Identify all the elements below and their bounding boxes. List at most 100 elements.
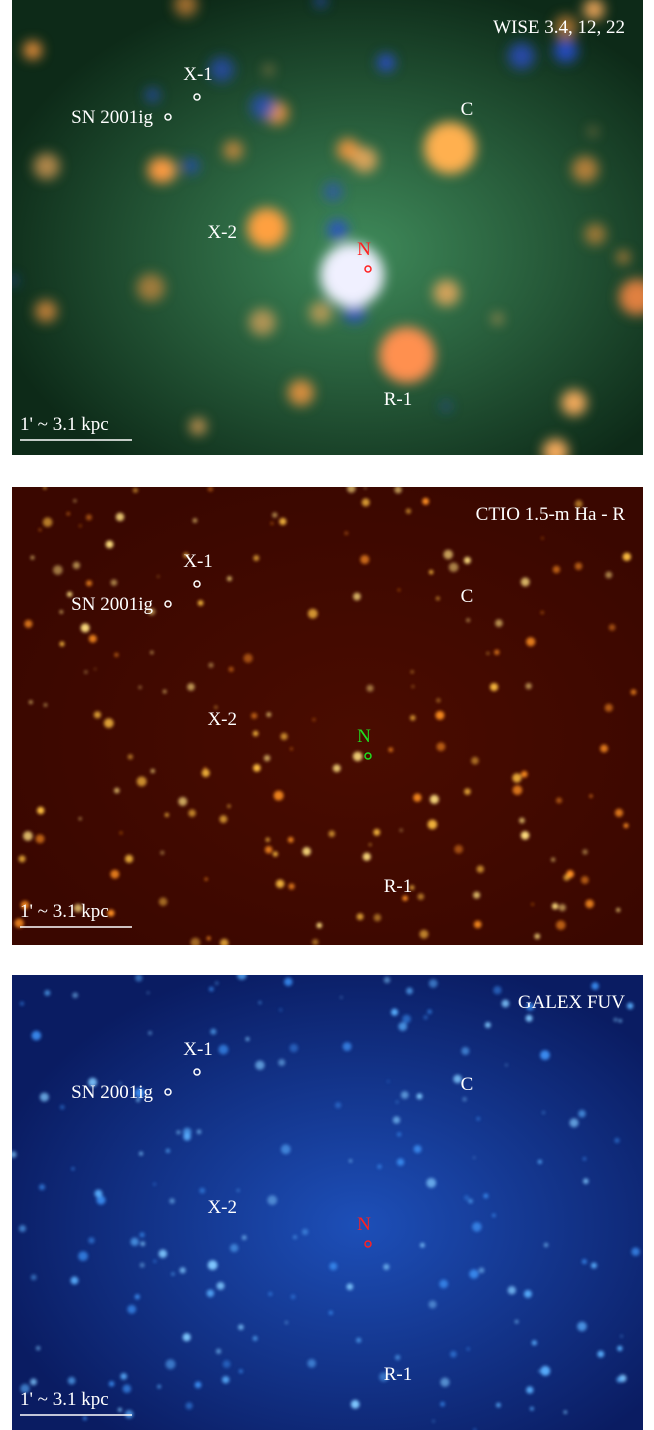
source: [67, 1376, 76, 1385]
region-label: SN 2001ig: [71, 1082, 153, 1103]
source: [581, 1259, 587, 1265]
source: [552, 565, 561, 574]
source: [332, 764, 341, 773]
source: [218, 1044, 229, 1055]
source: [179, 1267, 186, 1274]
source: [574, 562, 583, 570]
sources: [12, 975, 640, 1430]
source: [139, 1262, 145, 1268]
source: [36, 806, 45, 815]
bright-source: [424, 122, 476, 174]
source: [525, 1014, 533, 1022]
source: [563, 874, 570, 881]
source: [613, 1017, 618, 1022]
source: [248, 308, 276, 336]
source: [73, 903, 83, 913]
source: [273, 790, 284, 801]
source: [251, 712, 258, 719]
region-label: X-2: [207, 222, 237, 243]
source: [316, 922, 323, 929]
source: [439, 1279, 449, 1289]
source: [450, 1350, 457, 1358]
source: [182, 1333, 191, 1342]
source: [583, 0, 605, 20]
source: [361, 498, 370, 507]
region-label: X-2: [207, 1197, 237, 1218]
source: [397, 1132, 402, 1137]
source: [494, 649, 500, 655]
source: [505, 1063, 508, 1067]
source: [150, 768, 155, 773]
source: [238, 1324, 244, 1330]
source: [323, 182, 343, 202]
source: [409, 885, 415, 890]
source: [448, 562, 459, 573]
source: [118, 1407, 122, 1412]
source: [284, 977, 293, 987]
panel-title: GALEX FUV: [518, 992, 625, 1013]
source: [59, 641, 65, 647]
source: [174, 0, 198, 17]
position-marker: [164, 1088, 172, 1096]
source: [206, 1289, 215, 1298]
source: [96, 1195, 106, 1205]
source: [453, 1074, 462, 1084]
source: [183, 1127, 192, 1137]
image-panel: GALEX FUV X-1 SN 2001ig C X-2 N R-1 1' ~ 3.1 kp…: [12, 975, 643, 1430]
source: [507, 1286, 516, 1295]
source: [426, 1177, 437, 1188]
source: [540, 611, 544, 614]
region-label: SN 2001ig: [71, 594, 153, 615]
source: [136, 1098, 140, 1102]
region-label: R-1: [384, 876, 413, 897]
source: [253, 555, 260, 562]
source: [630, 689, 637, 695]
region-label: N: [357, 239, 371, 260]
source: [150, 651, 154, 654]
source: [201, 769, 210, 778]
source: [540, 1050, 550, 1061]
source: [36, 1346, 41, 1351]
source: [178, 796, 188, 806]
source: [454, 844, 463, 854]
source: [70, 1276, 79, 1285]
source: [238, 1369, 243, 1374]
source: [366, 684, 374, 692]
source: [463, 556, 471, 564]
source: [253, 764, 261, 772]
source: [402, 1014, 411, 1024]
source: [561, 389, 587, 416]
source: [312, 718, 316, 722]
source: [520, 770, 528, 778]
source: [589, 127, 598, 136]
source: [473, 1156, 476, 1159]
scale-label: 1' ~ 3.1 kpc: [20, 414, 109, 435]
source: [278, 1059, 286, 1067]
source: [312, 938, 319, 945]
source: [196, 1129, 202, 1135]
source: [618, 1019, 622, 1023]
source: [346, 1283, 354, 1291]
source: [31, 1030, 42, 1041]
source: [589, 794, 593, 798]
source: [114, 652, 119, 657]
region-label: SN 2001ig: [71, 107, 153, 128]
source: [413, 793, 422, 802]
source: [114, 787, 120, 794]
source: [66, 512, 70, 516]
source: [169, 1198, 175, 1204]
source: [526, 637, 536, 647]
source: [623, 823, 629, 829]
source: [78, 1251, 88, 1262]
source: [270, 522, 274, 525]
source: [360, 554, 370, 565]
source: [327, 219, 349, 241]
source: [20, 900, 30, 910]
source: [187, 683, 195, 691]
source: [158, 1249, 168, 1258]
source: [413, 1145, 422, 1154]
source: [419, 929, 429, 939]
region-label: C: [461, 1074, 474, 1095]
source: [228, 666, 234, 672]
source: [493, 986, 502, 995]
